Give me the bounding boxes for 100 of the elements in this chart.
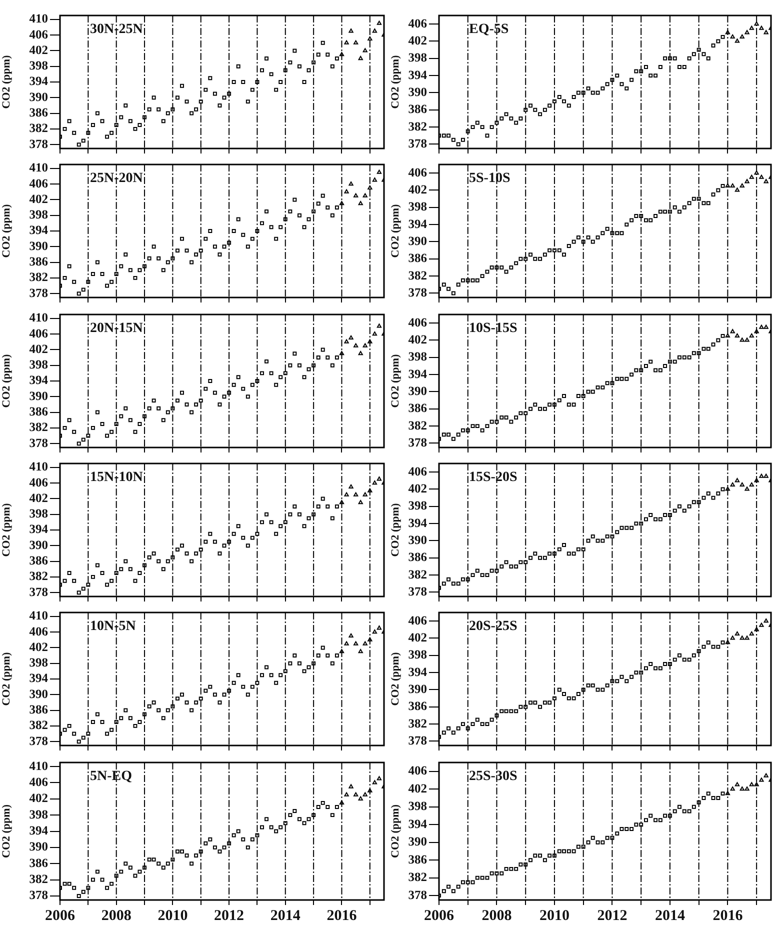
point xyxy=(278,524,283,528)
point xyxy=(306,816,311,821)
point xyxy=(81,889,86,894)
x-tick-label: 2014 xyxy=(270,907,301,924)
point xyxy=(142,414,147,418)
point xyxy=(754,170,759,175)
point xyxy=(274,88,278,92)
point xyxy=(376,20,382,25)
point xyxy=(466,129,470,134)
point xyxy=(119,115,124,120)
point xyxy=(456,282,460,287)
point xyxy=(161,567,166,571)
point xyxy=(288,512,292,516)
y-axis-title: CO2 (ppm) xyxy=(389,354,402,408)
point xyxy=(576,394,580,398)
point xyxy=(306,218,311,222)
point xyxy=(706,201,710,206)
point xyxy=(110,728,114,732)
point xyxy=(190,861,194,866)
point xyxy=(720,334,725,338)
point xyxy=(264,56,268,61)
point xyxy=(730,34,735,38)
point xyxy=(354,792,358,796)
x-tick-label: 2016 xyxy=(712,907,744,924)
point xyxy=(90,720,95,724)
point xyxy=(147,107,152,112)
point xyxy=(218,700,222,705)
point xyxy=(514,261,518,266)
point xyxy=(605,835,610,840)
y-tick-label: 406 xyxy=(408,16,427,30)
y-tick-label: 394 xyxy=(408,664,428,679)
point xyxy=(283,520,288,524)
y-tick-label: 394 xyxy=(408,68,428,82)
point xyxy=(552,552,556,556)
point xyxy=(372,28,378,33)
point xyxy=(644,517,648,522)
point xyxy=(316,804,320,808)
point xyxy=(119,414,124,418)
point xyxy=(548,402,552,406)
point xyxy=(620,82,624,86)
point xyxy=(566,552,571,556)
point xyxy=(218,402,222,406)
y-tick-label: 382 xyxy=(408,870,427,884)
point xyxy=(610,380,614,385)
point xyxy=(166,708,170,712)
point xyxy=(354,492,358,496)
point xyxy=(480,572,484,577)
point xyxy=(572,552,576,556)
y-tick-label: 378 xyxy=(408,887,427,902)
point xyxy=(255,80,260,84)
point xyxy=(678,804,682,808)
point xyxy=(222,96,226,100)
point xyxy=(119,264,124,268)
point xyxy=(86,280,90,284)
point xyxy=(672,808,677,813)
point xyxy=(330,516,334,520)
point xyxy=(668,662,672,666)
point xyxy=(190,260,194,265)
point xyxy=(451,730,456,735)
point xyxy=(725,486,730,491)
point xyxy=(509,564,514,568)
y-tick-label: 382 xyxy=(29,270,48,284)
point xyxy=(86,732,90,736)
point xyxy=(716,645,720,649)
point xyxy=(456,884,460,888)
point xyxy=(212,692,217,697)
point xyxy=(538,257,542,262)
point xyxy=(354,641,358,646)
point xyxy=(702,496,706,500)
y-tick-label: 382 xyxy=(408,268,427,283)
y-tick-label: 402 xyxy=(408,33,427,48)
point xyxy=(706,640,710,645)
point xyxy=(572,95,576,99)
point xyxy=(95,712,100,716)
point xyxy=(76,590,81,594)
point xyxy=(222,244,226,249)
point xyxy=(326,206,330,210)
y-tick-label: 378 xyxy=(408,136,427,150)
point xyxy=(759,777,764,782)
point xyxy=(442,730,446,735)
point xyxy=(227,688,232,693)
point xyxy=(696,500,701,504)
point xyxy=(334,804,339,808)
point xyxy=(124,406,128,410)
point xyxy=(744,486,750,491)
point xyxy=(696,197,701,202)
point xyxy=(605,534,610,538)
point xyxy=(348,334,354,340)
point xyxy=(316,202,320,206)
point xyxy=(460,880,465,884)
text: EQ-5S xyxy=(469,22,509,38)
x-tick-label: 2010 xyxy=(539,907,570,924)
point xyxy=(596,538,600,543)
point xyxy=(297,662,302,666)
point xyxy=(538,556,542,560)
point xyxy=(292,48,297,53)
point xyxy=(264,512,268,516)
point xyxy=(152,398,156,402)
point xyxy=(518,257,523,262)
point xyxy=(119,567,124,571)
